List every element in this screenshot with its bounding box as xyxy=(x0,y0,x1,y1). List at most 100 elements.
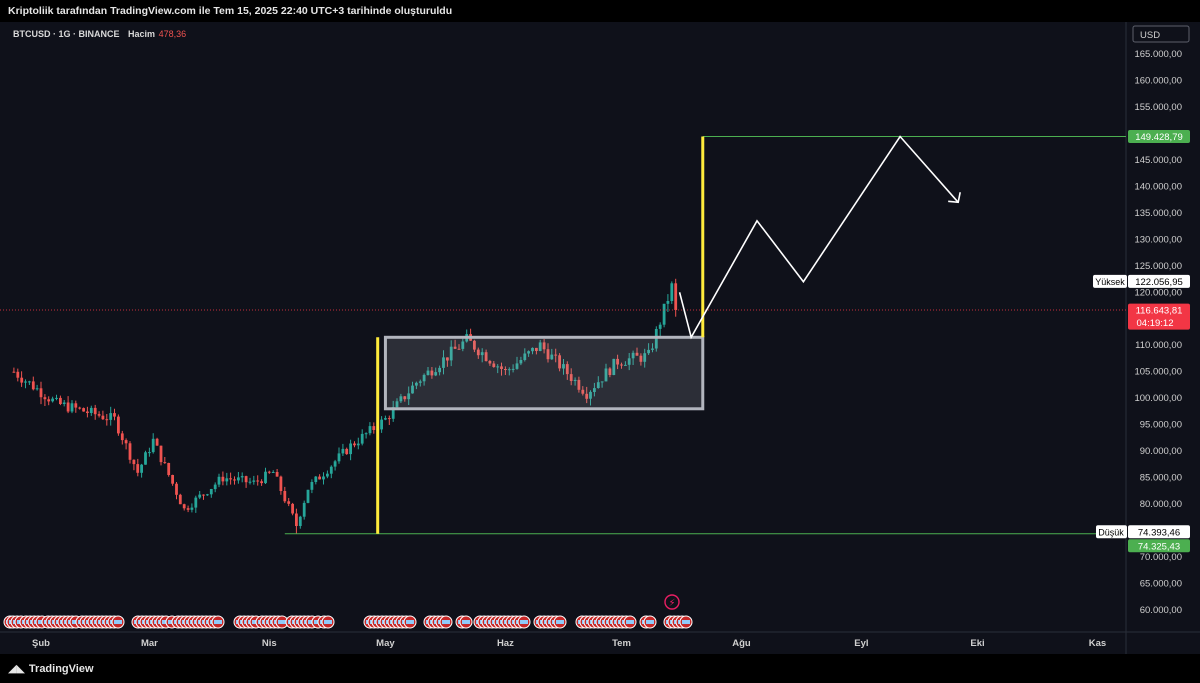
candle-body xyxy=(66,402,70,412)
candle-body xyxy=(484,352,488,361)
candle-body xyxy=(256,480,260,482)
high-price-label-bg xyxy=(1128,274,1190,288)
candle-body xyxy=(442,357,445,368)
candle-body xyxy=(446,357,449,361)
candle-body xyxy=(93,407,97,415)
candle-body xyxy=(639,355,643,362)
candle-body xyxy=(403,396,407,400)
us-flag-icon-detail xyxy=(646,620,654,624)
candle-body xyxy=(132,459,136,465)
candle-body xyxy=(372,426,376,430)
candle-body xyxy=(380,419,383,430)
candle-body xyxy=(616,358,619,365)
candle-body xyxy=(430,370,434,376)
candle-body xyxy=(627,358,631,365)
candle-body xyxy=(70,403,74,412)
high-price-label: 122.056,95 xyxy=(1135,277,1183,288)
tradingview-logo[interactable]: ◢◣ TradingView xyxy=(8,662,94,675)
low-price-label: 74.393,46 xyxy=(1138,527,1180,538)
candle-body xyxy=(356,443,360,446)
projection-path[interactable] xyxy=(678,135,959,340)
drawings[interactable] xyxy=(0,135,1126,535)
candle-body xyxy=(279,476,283,491)
candle-body xyxy=(542,342,546,350)
chart-canvas[interactable]: USD 165.000,00160.000,00155.000,00150.00… xyxy=(0,22,1200,654)
candle-body xyxy=(473,340,476,350)
candle-body xyxy=(89,407,93,413)
candle-body xyxy=(264,471,267,484)
candle-body xyxy=(229,478,232,480)
range-box[interactable] xyxy=(383,335,705,411)
candle-body xyxy=(159,445,163,463)
candle-body xyxy=(387,418,391,420)
candle-body xyxy=(496,366,500,368)
candle-body xyxy=(221,476,225,482)
price-tick-label: 130.000,00 xyxy=(1134,234,1182,245)
candle-body xyxy=(252,480,256,482)
candle-body xyxy=(240,476,244,478)
candle-body xyxy=(407,393,411,400)
candle-body xyxy=(364,433,368,435)
candle-body xyxy=(155,438,159,446)
currency-label: USD xyxy=(1140,30,1160,41)
candle-body xyxy=(577,379,581,390)
candle-body xyxy=(643,353,647,362)
candle-body xyxy=(511,368,515,370)
candle-body xyxy=(426,370,430,375)
candle-body xyxy=(283,491,287,502)
header-bar: Kriptoliik tarafından TradingView.com il… xyxy=(0,0,1200,22)
price-tick-label: 100.000,00 xyxy=(1134,393,1182,404)
candle-body xyxy=(604,368,608,382)
legend-volume-value: 478,36 xyxy=(159,29,187,39)
candle-body xyxy=(550,354,554,360)
candle-body xyxy=(349,443,352,455)
candle-body xyxy=(558,355,561,369)
candle-body xyxy=(492,363,496,367)
tradingview-logo-text: TradingView xyxy=(28,663,94,675)
candle-body xyxy=(314,476,318,482)
candle-body xyxy=(531,347,534,352)
lightning-event-icon[interactable] xyxy=(664,594,680,610)
last-price-label-bg xyxy=(1128,303,1190,330)
price-tick-label: 160.000,00 xyxy=(1134,76,1182,87)
candle-body xyxy=(291,503,294,514)
time-tick-label: Nis xyxy=(262,638,277,649)
candle-body xyxy=(635,352,639,356)
target-price-label-bg xyxy=(1128,130,1190,143)
candle-body xyxy=(318,476,321,480)
price-tick-label: 125.000,00 xyxy=(1134,261,1182,272)
candle-body xyxy=(515,363,519,369)
candle-body xyxy=(209,489,213,495)
candle-body xyxy=(260,481,263,484)
candle-body xyxy=(43,397,47,400)
candle-body xyxy=(395,401,399,408)
candle-body xyxy=(16,371,20,378)
economic-events[interactable]: ⚡ xyxy=(3,594,693,629)
candle-body xyxy=(500,366,503,369)
candle-body xyxy=(585,393,589,399)
time-tick-label: Tem xyxy=(612,638,631,649)
price-tick-label: 85.000,00 xyxy=(1140,473,1182,484)
candle-body xyxy=(287,501,291,504)
candle-body xyxy=(461,341,465,349)
candle-body xyxy=(28,381,31,383)
candle-body xyxy=(569,374,573,381)
candle-body xyxy=(140,464,143,473)
candle-body xyxy=(97,414,101,416)
chart-frame[interactable]: USD 165.000,00160.000,00155.000,00150.00… xyxy=(0,22,1200,654)
candle-body xyxy=(322,476,325,480)
candle-body xyxy=(353,443,356,446)
candle-body xyxy=(62,402,66,404)
candle-body xyxy=(101,415,105,420)
candle-body xyxy=(573,379,577,381)
time-tick-label: Ağu xyxy=(732,638,751,649)
price-tick-label: 120.000,00 xyxy=(1134,287,1182,298)
candle-body xyxy=(581,389,585,394)
candle-body xyxy=(341,448,345,454)
candle-body xyxy=(113,413,116,417)
candle-body xyxy=(213,484,217,490)
us-flag-icon-detail xyxy=(520,620,528,624)
low-line-label: 74.325,43 xyxy=(1138,541,1180,552)
currency-box[interactable] xyxy=(1132,25,1190,43)
candle-body xyxy=(244,476,248,483)
